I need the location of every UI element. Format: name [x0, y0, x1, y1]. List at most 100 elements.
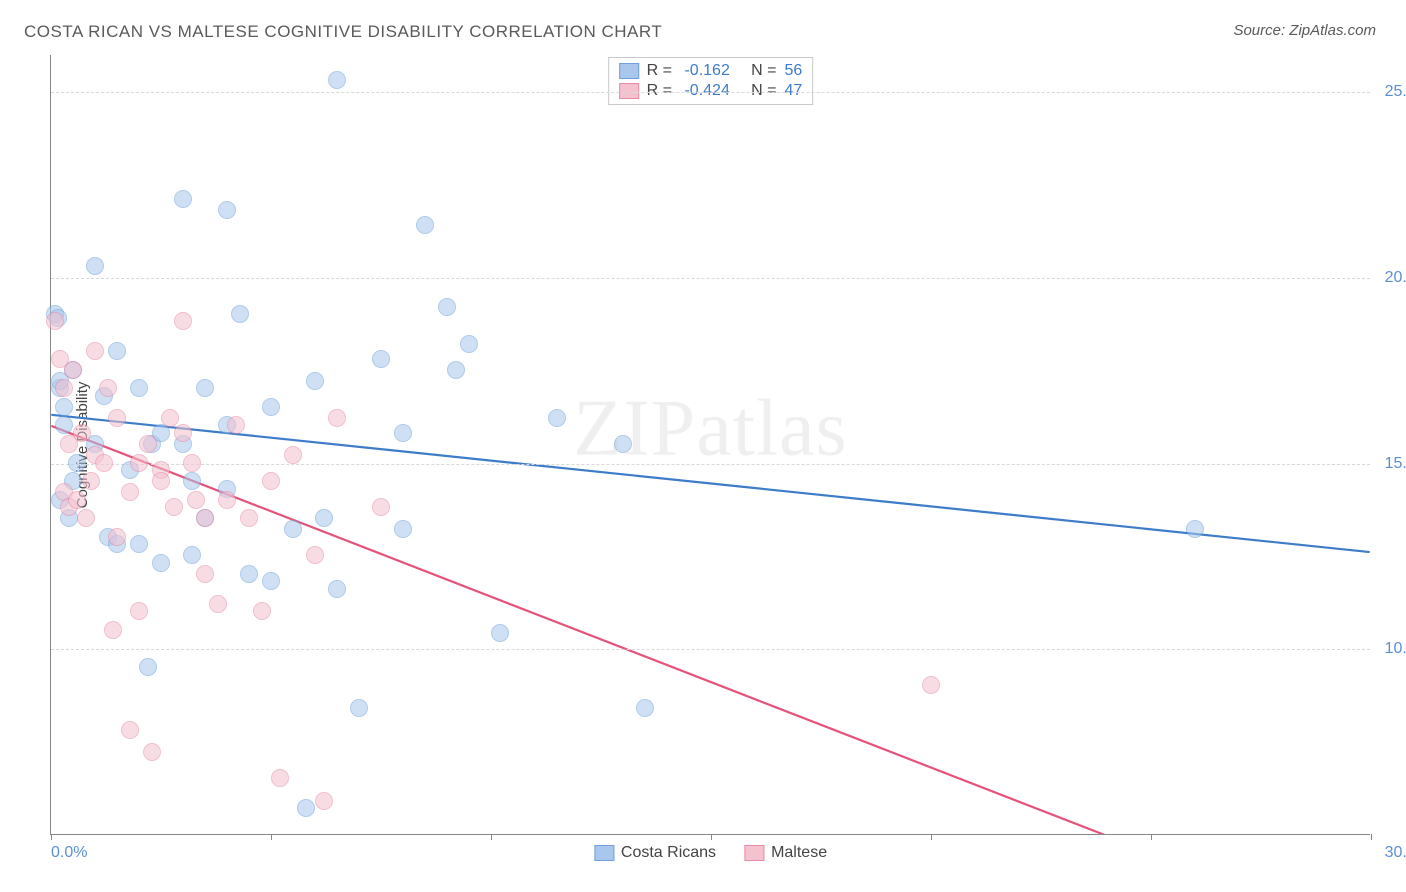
data-point	[271, 769, 289, 787]
data-point	[130, 602, 148, 620]
data-point	[73, 424, 91, 442]
data-point	[328, 71, 346, 89]
data-point	[438, 298, 456, 316]
data-point	[196, 565, 214, 583]
y-tick-label: 15.0%	[1375, 455, 1406, 473]
data-point	[130, 379, 148, 397]
legend-swatch	[619, 83, 639, 99]
data-point	[306, 546, 324, 564]
y-tick-label: 25.0%	[1375, 83, 1406, 101]
legend-swatch	[744, 845, 764, 861]
data-point	[183, 454, 201, 472]
x-tick	[51, 834, 52, 840]
data-point	[139, 435, 157, 453]
data-point	[315, 792, 333, 810]
data-point	[130, 454, 148, 472]
legend-stat-row: R = -0.162 N = 56	[619, 61, 803, 81]
data-point	[284, 446, 302, 464]
data-point	[1186, 520, 1204, 538]
data-point	[108, 409, 126, 427]
data-point	[372, 498, 390, 516]
chart-plot-area: Cognitive Disability ZIPatlas R = -0.162…	[50, 55, 1370, 835]
data-point	[460, 335, 478, 353]
legend-r-value: -0.424	[684, 82, 729, 100]
data-point	[548, 409, 566, 427]
legend-swatch	[594, 845, 614, 861]
gridline-h	[51, 92, 1370, 93]
legend-swatch	[619, 63, 639, 79]
watermark: ZIPatlas	[573, 383, 848, 474]
data-point	[240, 565, 258, 583]
data-point	[297, 799, 315, 817]
data-point	[68, 454, 86, 472]
data-point	[77, 509, 95, 527]
data-point	[231, 305, 249, 323]
data-point	[315, 509, 333, 527]
data-point	[174, 190, 192, 208]
data-point	[183, 546, 201, 564]
data-point	[491, 624, 509, 642]
legend-n-value: 56	[785, 62, 803, 80]
data-point	[218, 201, 236, 219]
data-point	[161, 409, 179, 427]
gridline-h	[51, 278, 1370, 279]
data-point	[350, 699, 368, 717]
data-point	[86, 342, 104, 360]
data-point	[99, 379, 117, 397]
chart-title: COSTA RICAN VS MALTESE COGNITIVE DISABIL…	[24, 22, 662, 42]
data-point	[306, 372, 324, 390]
data-point	[139, 658, 157, 676]
data-point	[174, 424, 192, 442]
data-point	[447, 361, 465, 379]
x-tick	[931, 834, 932, 840]
legend-label: Costa Ricans	[621, 844, 716, 862]
gridline-h	[51, 649, 1370, 650]
x-tick	[1151, 834, 1152, 840]
data-point	[372, 350, 390, 368]
y-tick-label: 10.0%	[1375, 640, 1406, 658]
data-point	[636, 699, 654, 717]
legend-r-value: -0.162	[684, 62, 729, 80]
data-point	[922, 676, 940, 694]
data-point	[174, 312, 192, 330]
legend-item: Costa Ricans	[594, 844, 716, 862]
legend-r-label: R =	[647, 82, 677, 100]
gridline-h	[51, 464, 1370, 465]
legend-r-label: R =	[647, 62, 677, 80]
x-tick	[1371, 834, 1372, 840]
data-point	[187, 491, 205, 509]
data-point	[104, 621, 122, 639]
y-tick-label: 20.0%	[1375, 269, 1406, 287]
trend-line	[51, 415, 1369, 552]
data-point	[328, 580, 346, 598]
data-point	[130, 535, 148, 553]
source-credit: Source: ZipAtlas.com	[1233, 22, 1376, 39]
data-point	[95, 454, 113, 472]
data-point	[68, 491, 86, 509]
x-tick-label: 30.0%	[1375, 844, 1406, 862]
data-point	[196, 379, 214, 397]
data-point	[46, 312, 64, 330]
correlation-legend: R = -0.162 N = 56R = -0.424 N = 47	[608, 57, 814, 105]
data-point	[55, 379, 73, 397]
legend-stat-row: R = -0.424 N = 47	[619, 81, 803, 101]
data-point	[121, 721, 139, 739]
x-tick	[491, 834, 492, 840]
data-point	[416, 216, 434, 234]
data-point	[64, 361, 82, 379]
data-point	[209, 595, 227, 613]
data-point	[82, 472, 100, 490]
data-point	[614, 435, 632, 453]
x-tick	[711, 834, 712, 840]
data-point	[108, 342, 126, 360]
legend-label: Maltese	[771, 844, 827, 862]
data-point	[227, 416, 245, 434]
data-point	[284, 520, 302, 538]
legend-n-value: 47	[785, 82, 803, 100]
data-point	[55, 398, 73, 416]
legend-item: Maltese	[744, 844, 827, 862]
x-tick	[271, 834, 272, 840]
data-point	[55, 416, 73, 434]
data-point	[152, 472, 170, 490]
data-point	[394, 424, 412, 442]
